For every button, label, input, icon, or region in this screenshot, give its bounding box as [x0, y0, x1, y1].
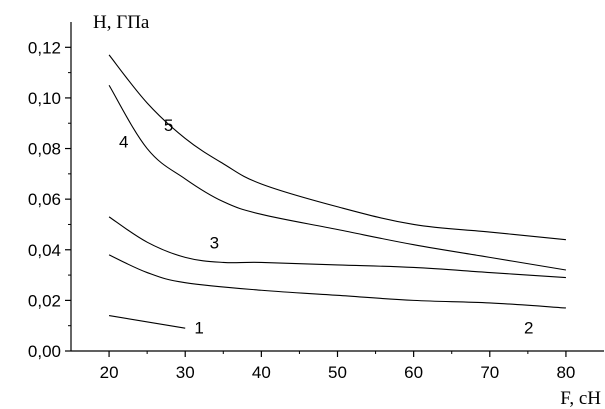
curve-5	[108, 54, 566, 241]
y-tick-label: 0,02	[28, 291, 61, 310]
y-tick-label: 0,08	[28, 140, 61, 159]
x-tick-label: 70	[480, 363, 499, 382]
curve-label-3: 3	[210, 234, 219, 253]
y-tick-label: 0,00	[28, 342, 61, 361]
y-tick-label: 0,04	[28, 241, 61, 260]
y-tick-label: 0,10	[28, 89, 61, 108]
curve-label-5: 5	[164, 116, 173, 135]
x-tick-label: 60	[404, 363, 423, 382]
curve-1	[108, 315, 186, 329]
curve-label-4: 4	[119, 132, 128, 151]
x-tick-label: 30	[176, 363, 195, 382]
curve-4	[108, 84, 567, 271]
curve-label-1: 1	[194, 318, 203, 337]
x-tick-label: 80	[556, 363, 575, 382]
curve-3	[108, 216, 566, 279]
x-axis-title: F, cH	[560, 388, 601, 409]
curve-label-2: 2	[524, 318, 533, 337]
y-tick-label: 0,06	[28, 190, 61, 209]
y-ticks: 0,00 0,02 0,04 0,06 0,08 0,10 0,12	[28, 38, 71, 361]
x-tick-label: 40	[252, 363, 271, 382]
x-tick-label: 20	[100, 363, 119, 382]
x-tick-label: 50	[328, 363, 347, 382]
y-axis-title: H, ГПа	[93, 12, 150, 33]
x-ticks: 20 30 40 50 60 70 80	[100, 351, 575, 382]
curves: 1 2 3 4 5	[108, 54, 567, 337]
curve-2	[108, 254, 566, 309]
y-tick-label: 0,12	[28, 38, 61, 57]
